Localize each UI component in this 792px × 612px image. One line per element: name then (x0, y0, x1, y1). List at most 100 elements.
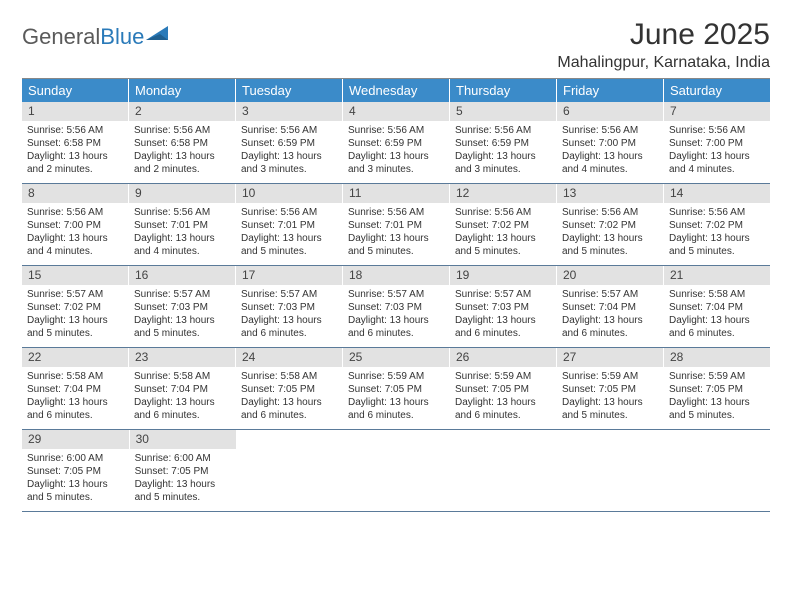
weekday-header: Saturday (664, 79, 770, 102)
day-number: 18 (343, 266, 449, 285)
calendar-page: GeneralBlue June 2025 Mahalingpur, Karna… (0, 0, 792, 522)
weekday-header: Sunday (22, 79, 129, 102)
weeks-container: 1Sunrise: 5:56 AMSunset: 6:58 PMDaylight… (22, 102, 770, 512)
week-row: 1Sunrise: 5:56 AMSunset: 6:58 PMDaylight… (22, 102, 770, 184)
week-row: 8Sunrise: 5:56 AMSunset: 7:00 PMDaylight… (22, 184, 770, 266)
day-cell: 11Sunrise: 5:56 AMSunset: 7:01 PMDayligh… (343, 184, 450, 265)
day-details: Sunrise: 5:59 AMSunset: 7:05 PMDaylight:… (450, 367, 556, 426)
day-cell: 5Sunrise: 5:56 AMSunset: 6:59 PMDaylight… (450, 102, 557, 183)
weekday-header: Tuesday (236, 79, 343, 102)
day-cell: 21Sunrise: 5:58 AMSunset: 7:04 PMDayligh… (664, 266, 770, 347)
day-number: 8 (22, 184, 128, 203)
day-number: 6 (557, 102, 663, 121)
week-row: 22Sunrise: 5:58 AMSunset: 7:04 PMDayligh… (22, 348, 770, 430)
day-number: 19 (450, 266, 556, 285)
day-number: 21 (664, 266, 770, 285)
day-number: 12 (450, 184, 556, 203)
day-details: Sunrise: 5:56 AMSunset: 7:02 PMDaylight:… (664, 203, 770, 262)
day-details: Sunrise: 5:58 AMSunset: 7:04 PMDaylight:… (664, 285, 770, 344)
day-details: Sunrise: 5:59 AMSunset: 7:05 PMDaylight:… (557, 367, 663, 426)
empty-day (237, 430, 344, 511)
day-cell: 29Sunrise: 6:00 AMSunset: 7:05 PMDayligh… (22, 430, 130, 511)
day-cell: 18Sunrise: 5:57 AMSunset: 7:03 PMDayligh… (343, 266, 450, 347)
day-number: 27 (557, 348, 663, 367)
day-number: 25 (343, 348, 449, 367)
day-details: Sunrise: 5:56 AMSunset: 7:01 PMDaylight:… (129, 203, 235, 262)
weekday-row: SundayMondayTuesdayWednesdayThursdayFrid… (22, 79, 770, 102)
empty-day (663, 430, 770, 511)
day-details: Sunrise: 5:56 AMSunset: 6:58 PMDaylight:… (22, 121, 128, 180)
day-cell: 24Sunrise: 5:58 AMSunset: 7:05 PMDayligh… (236, 348, 343, 429)
day-cell: 2Sunrise: 5:56 AMSunset: 6:58 PMDaylight… (129, 102, 236, 183)
day-number: 26 (450, 348, 556, 367)
day-number: 11 (343, 184, 449, 203)
weekday-header: Friday (557, 79, 664, 102)
day-details: Sunrise: 5:58 AMSunset: 7:05 PMDaylight:… (236, 367, 342, 426)
day-details: Sunrise: 5:56 AMSunset: 6:59 PMDaylight:… (236, 121, 342, 180)
day-cell: 17Sunrise: 5:57 AMSunset: 7:03 PMDayligh… (236, 266, 343, 347)
day-cell: 28Sunrise: 5:59 AMSunset: 7:05 PMDayligh… (664, 348, 770, 429)
day-number: 3 (236, 102, 342, 121)
day-number: 1 (22, 102, 128, 121)
day-details: Sunrise: 5:57 AMSunset: 7:04 PMDaylight:… (557, 285, 663, 344)
day-details: Sunrise: 6:00 AMSunset: 7:05 PMDaylight:… (130, 449, 237, 508)
day-details: Sunrise: 5:56 AMSunset: 6:59 PMDaylight:… (343, 121, 449, 180)
day-number: 17 (236, 266, 342, 285)
day-details: Sunrise: 5:56 AMSunset: 6:59 PMDaylight:… (450, 121, 556, 180)
day-cell: 13Sunrise: 5:56 AMSunset: 7:02 PMDayligh… (557, 184, 664, 265)
day-cell: 10Sunrise: 5:56 AMSunset: 7:01 PMDayligh… (236, 184, 343, 265)
calendar: SundayMondayTuesdayWednesdayThursdayFrid… (22, 78, 770, 512)
day-cell: 27Sunrise: 5:59 AMSunset: 7:05 PMDayligh… (557, 348, 664, 429)
day-number: 23 (129, 348, 235, 367)
day-details: Sunrise: 5:56 AMSunset: 6:58 PMDaylight:… (129, 121, 235, 180)
day-cell: 1Sunrise: 5:56 AMSunset: 6:58 PMDaylight… (22, 102, 129, 183)
day-details: Sunrise: 5:57 AMSunset: 7:03 PMDaylight:… (236, 285, 342, 344)
day-number: 7 (664, 102, 770, 121)
day-number: 9 (129, 184, 235, 203)
day-number: 10 (236, 184, 342, 203)
day-number: 2 (129, 102, 235, 121)
day-details: Sunrise: 5:56 AMSunset: 7:01 PMDaylight:… (236, 203, 342, 262)
day-cell: 4Sunrise: 5:56 AMSunset: 6:59 PMDaylight… (343, 102, 450, 183)
week-row: 15Sunrise: 5:57 AMSunset: 7:02 PMDayligh… (22, 266, 770, 348)
day-number: 20 (557, 266, 663, 285)
weekday-header: Monday (129, 79, 236, 102)
empty-day (557, 430, 664, 511)
title-block: June 2025 Mahalingpur, Karnataka, India (557, 18, 770, 72)
day-cell: 6Sunrise: 5:56 AMSunset: 7:00 PMDaylight… (557, 102, 664, 183)
day-cell: 26Sunrise: 5:59 AMSunset: 7:05 PMDayligh… (450, 348, 557, 429)
day-details: Sunrise: 5:56 AMSunset: 7:00 PMDaylight:… (22, 203, 128, 262)
day-cell: 16Sunrise: 5:57 AMSunset: 7:03 PMDayligh… (129, 266, 236, 347)
day-details: Sunrise: 5:57 AMSunset: 7:02 PMDaylight:… (22, 285, 128, 344)
day-number: 13 (557, 184, 663, 203)
day-details: Sunrise: 5:57 AMSunset: 7:03 PMDaylight:… (129, 285, 235, 344)
day-cell: 15Sunrise: 5:57 AMSunset: 7:02 PMDayligh… (22, 266, 129, 347)
day-number: 29 (22, 430, 129, 449)
empty-day (450, 430, 557, 511)
day-details: Sunrise: 5:59 AMSunset: 7:05 PMDaylight:… (343, 367, 449, 426)
day-number: 22 (22, 348, 128, 367)
day-number: 15 (22, 266, 128, 285)
weekday-header: Wednesday (343, 79, 450, 102)
day-cell: 20Sunrise: 5:57 AMSunset: 7:04 PMDayligh… (557, 266, 664, 347)
day-cell: 7Sunrise: 5:56 AMSunset: 7:00 PMDaylight… (664, 102, 770, 183)
day-details: Sunrise: 6:00 AMSunset: 7:05 PMDaylight:… (22, 449, 129, 508)
day-details: Sunrise: 5:57 AMSunset: 7:03 PMDaylight:… (450, 285, 556, 344)
logo-text-blue: Blue (100, 24, 144, 50)
day-cell: 19Sunrise: 5:57 AMSunset: 7:03 PMDayligh… (450, 266, 557, 347)
day-number: 16 (129, 266, 235, 285)
day-details: Sunrise: 5:58 AMSunset: 7:04 PMDaylight:… (22, 367, 128, 426)
logo: GeneralBlue (22, 24, 172, 50)
day-cell: 8Sunrise: 5:56 AMSunset: 7:00 PMDaylight… (22, 184, 129, 265)
day-details: Sunrise: 5:58 AMSunset: 7:04 PMDaylight:… (129, 367, 235, 426)
empty-day (344, 430, 451, 511)
day-cell: 25Sunrise: 5:59 AMSunset: 7:05 PMDayligh… (343, 348, 450, 429)
day-cell: 14Sunrise: 5:56 AMSunset: 7:02 PMDayligh… (664, 184, 770, 265)
logo-text-general: General (22, 24, 100, 50)
location: Mahalingpur, Karnataka, India (557, 54, 770, 72)
day-number: 24 (236, 348, 342, 367)
day-details: Sunrise: 5:57 AMSunset: 7:03 PMDaylight:… (343, 285, 449, 344)
day-number: 14 (664, 184, 770, 203)
day-details: Sunrise: 5:59 AMSunset: 7:05 PMDaylight:… (664, 367, 770, 426)
logo-triangle-icon (146, 24, 172, 47)
